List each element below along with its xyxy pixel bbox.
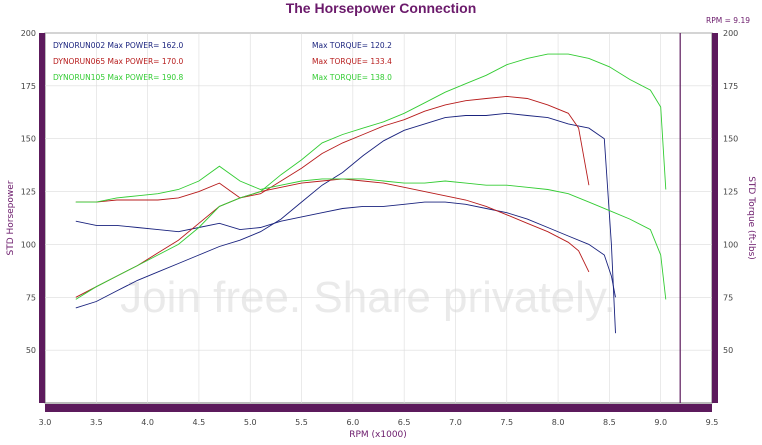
x-tick-label: 3.0 — [39, 418, 52, 427]
y-tick-label-left: 175 — [21, 82, 36, 91]
x-axis-label: RPM (x1000) — [349, 430, 407, 440]
x-tick-label: 5.0 — [244, 418, 257, 427]
y-tick-label-left: 150 — [21, 135, 36, 144]
legend-power-1: DYNORUN002 Max POWER= 162.0 — [53, 41, 184, 50]
y-tick-label-right: 150 — [723, 135, 738, 144]
chart-title: The Horsepower Connection — [286, 0, 477, 16]
y-tick-label-right: 200 — [723, 29, 738, 38]
right-axis-bar — [712, 33, 718, 403]
y-tick-label-right: 100 — [723, 240, 738, 249]
x-tick-label: 9.5 — [706, 418, 719, 427]
x-tick-label: 6.0 — [346, 418, 359, 427]
series-line-dynorun105-torque — [75, 165, 667, 300]
x-tick-label: 8.0 — [552, 418, 565, 427]
y-ticks-left: 50 75 100 125 150 175 200 — [21, 29, 36, 355]
x-ticks: 3.0 3.5 4.0 4.5 5.0 5.5 6.0 6.5 7.0 7.5 8.0 8.5 9.0 9… — [39, 418, 719, 427]
y-tick-label-right: 75 — [723, 293, 733, 302]
y-tick-label-left: 50 — [26, 346, 36, 355]
x-axis-bar — [45, 404, 712, 412]
x-tick-label: 6.5 — [398, 418, 411, 427]
y-tick-label-right: 125 — [723, 188, 738, 197]
legend-torque-2: Max TORQUE= 133.4 — [312, 57, 392, 66]
legend: DYNORUN002 Max POWER= 162.0 DYNORUN065 M… — [53, 41, 392, 82]
x-tick-label: 4.0 — [141, 418, 154, 427]
watermark-text: Join free. Share privately. — [120, 273, 616, 322]
x-tick-label: 3.5 — [90, 418, 103, 427]
x-tick-label: 9.0 — [654, 418, 667, 427]
y-tick-label-left: 100 — [21, 240, 36, 249]
y-ticks-right: 50 75 100 125 150 175 200 — [723, 29, 738, 355]
series-line-dynorun065-power — [75, 95, 590, 298]
y-tick-label-right: 50 — [723, 346, 733, 355]
y-axis-label-right: STD Torque (ft-lbs) — [746, 176, 756, 260]
x-tick-label: 7.5 — [500, 418, 513, 427]
series-line-dynorun105-power — [75, 53, 667, 300]
legend-torque-1: Max TORQUE= 120.2 — [312, 41, 392, 50]
x-tick-label: 4.5 — [193, 418, 206, 427]
series-line-dynorun002-torque — [75, 201, 616, 298]
x-tick-label: 5.5 — [295, 418, 308, 427]
grid-lines — [45, 32, 712, 403]
y-axis-label-left: STD Horsepower — [6, 180, 16, 255]
series-line-dynorun002-power — [75, 112, 616, 334]
y-tick-label-left: 200 — [21, 29, 36, 38]
left-axis-bar — [39, 33, 45, 403]
rpm-readout: RPM = 9.19 — [706, 16, 750, 25]
legend-power-3: DYNORUN105 Max POWER= 190.8 — [53, 73, 184, 82]
legend-power-2: DYNORUN065 Max POWER= 170.0 — [53, 57, 184, 66]
y-tick-label-right: 175 — [723, 82, 738, 91]
x-tick-label: 7.0 — [449, 418, 462, 427]
y-tick-label-left: 125 — [21, 188, 36, 197]
y-tick-label-left: 75 — [26, 293, 36, 302]
plot-area — [44, 32, 713, 404]
x-tick-label: 8.5 — [603, 418, 616, 427]
legend-torque-3: Max TORQUE= 138.0 — [312, 73, 392, 82]
series-group — [75, 53, 667, 334]
